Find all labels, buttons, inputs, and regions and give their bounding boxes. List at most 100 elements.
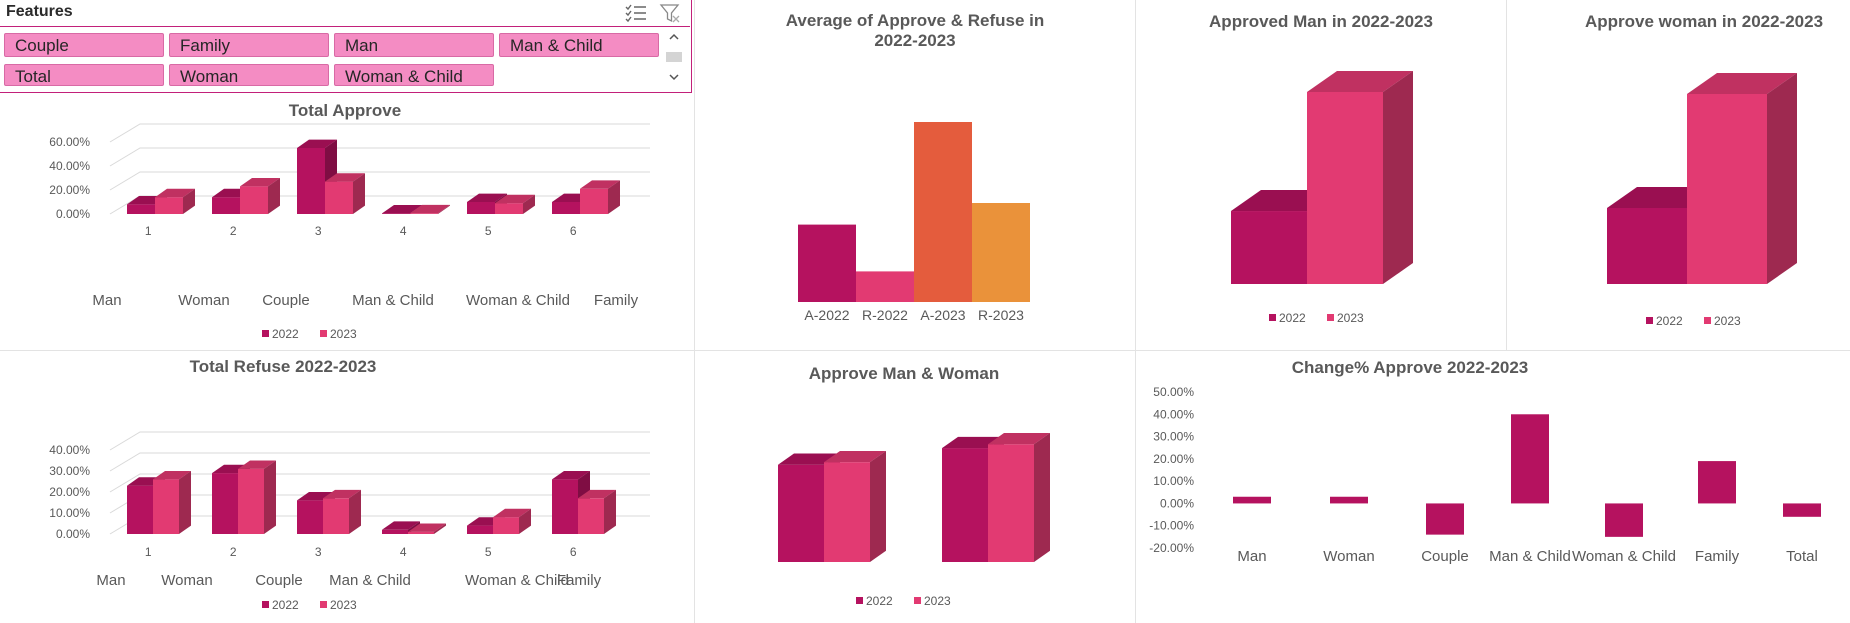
category-name: Woman bbox=[178, 292, 229, 309]
slicer-item-man-and-child[interactable]: Man & Child bbox=[499, 33, 659, 57]
legend-swatch-2022 bbox=[262, 601, 269, 608]
x-tick-label: 1 bbox=[145, 545, 152, 559]
y-tick-label: -20.00% bbox=[1149, 541, 1194, 555]
scroll-up-icon[interactable] bbox=[669, 33, 679, 40]
total-approve-chart: Total Approve 0.00% 20.00% 40.00% 60.00% 1 2 3 4… bbox=[49, 101, 650, 341]
chart-title: Approved Man in 2022-2023 bbox=[1209, 12, 1433, 31]
slicer-item-woman-and-child[interactable]: Woman & Child bbox=[334, 64, 494, 86]
approve-woman-chart: Approve woman in 2022-2023 2022 2023 bbox=[1585, 12, 1823, 328]
legend-label: 2023 bbox=[330, 598, 357, 612]
bar-2023 bbox=[410, 204, 450, 214]
bar-2023 bbox=[325, 173, 365, 214]
legend-swatch-2022 bbox=[1269, 314, 1276, 321]
category-name: Woman & Child bbox=[466, 292, 570, 309]
chart-title: Approve woman in 2022-2023 bbox=[1585, 12, 1823, 31]
panel-divider bbox=[694, 0, 695, 623]
category-name: Man bbox=[96, 572, 125, 589]
slicer-item-couple[interactable]: Couple bbox=[4, 33, 164, 57]
y-tick-label: 30.00% bbox=[1153, 430, 1194, 444]
legend-swatch-2023 bbox=[320, 601, 327, 608]
legend-label: 2023 bbox=[330, 327, 357, 341]
y-tick-label: 10.00% bbox=[49, 506, 90, 520]
legend-swatch-2023 bbox=[320, 330, 327, 337]
slicer-item-woman[interactable]: Woman bbox=[169, 64, 329, 86]
clear-filter-icon[interactable] bbox=[658, 2, 682, 24]
legend-swatch-2022 bbox=[1646, 317, 1653, 324]
y-tick-label: 0.00% bbox=[56, 207, 90, 221]
bar-Couple bbox=[1426, 503, 1464, 535]
bar-2023 bbox=[153, 471, 191, 534]
bar-2023 bbox=[824, 450, 886, 562]
bar-2023 bbox=[240, 178, 280, 214]
legend-swatch-2023 bbox=[1704, 317, 1711, 324]
x-tick-label: Couple bbox=[1421, 548, 1469, 565]
bar-2023 bbox=[238, 460, 276, 534]
category-name: Couple bbox=[255, 572, 303, 589]
bar-Man & Child bbox=[1511, 414, 1549, 504]
x-tick-label: 6 bbox=[570, 224, 577, 238]
category-name: Man bbox=[92, 292, 121, 309]
scroll-down-icon[interactable] bbox=[669, 74, 679, 81]
legend-label: 2022 bbox=[272, 327, 299, 341]
chart-title: Average of Approve & Refuse in 2022-2023 bbox=[786, 11, 1045, 50]
bar-Family bbox=[1698, 461, 1736, 504]
gridline bbox=[109, 431, 650, 451]
x-tick-label: Woman & Child bbox=[1572, 548, 1676, 565]
y-tick-label: 60.00% bbox=[49, 135, 90, 149]
legend-label: 2023 bbox=[1337, 311, 1364, 325]
category-name: Woman bbox=[161, 572, 212, 589]
x-tick-label: 4 bbox=[400, 545, 407, 559]
bar-2023 bbox=[155, 188, 195, 214]
y-tick-label: 40.00% bbox=[49, 159, 90, 173]
bar-2023 bbox=[323, 489, 361, 534]
bar-Man bbox=[1233, 496, 1271, 504]
chart-title: Total Refuse 2022-2023 bbox=[190, 357, 377, 376]
bar-2023 bbox=[408, 523, 446, 534]
bar-Woman bbox=[1330, 496, 1368, 504]
category-name: Couple bbox=[262, 292, 310, 309]
x-tick-label: R-2022 bbox=[862, 307, 908, 323]
slicer-item-family[interactable]: Family bbox=[169, 33, 329, 57]
y-tick-label: 50.00% bbox=[1153, 385, 1194, 399]
scroll-thumb[interactable] bbox=[666, 52, 682, 62]
x-tick-label: Woman bbox=[1323, 548, 1374, 565]
slicer-scrollbar[interactable] bbox=[664, 30, 684, 88]
y-tick-label: 40.00% bbox=[1153, 407, 1194, 421]
x-tick-label: Man bbox=[1237, 548, 1266, 565]
multi-select-icon[interactable] bbox=[624, 2, 648, 24]
x-tick-label: 3 bbox=[315, 545, 322, 559]
gridline bbox=[109, 147, 650, 167]
x-tick-label: Man & Child bbox=[1489, 548, 1571, 565]
average-approve-refuse-chart: Average of Approve & Refuse in 2022-2023 A… bbox=[786, 11, 1045, 323]
total-refuse-chart: Total Refuse 2022-2023 0.00% 10.00% 20.00% 3… bbox=[49, 357, 650, 612]
panel-divider bbox=[1506, 0, 1507, 350]
legend-label: 2022 bbox=[866, 594, 893, 608]
category-name: Family bbox=[557, 572, 602, 589]
x-tick-label: Family bbox=[1695, 548, 1740, 565]
category-name: Man & Child bbox=[352, 292, 434, 309]
y-tick-label: 0.00% bbox=[1160, 496, 1194, 510]
bar-2023 bbox=[493, 508, 531, 534]
bar-2023 bbox=[578, 489, 616, 534]
legend-label: 2022 bbox=[272, 598, 299, 612]
approve-man-woman-chart: Approve Man & Woman 2022 2023 bbox=[778, 364, 1050, 608]
y-tick-label: 0.00% bbox=[56, 527, 90, 541]
x-tick-label: A-2022 bbox=[804, 307, 849, 323]
y-tick-label: 20.00% bbox=[49, 183, 90, 197]
x-tick-label: 5 bbox=[485, 224, 492, 238]
x-tick-label: 3 bbox=[315, 224, 322, 238]
bar-2023 bbox=[580, 180, 620, 214]
category-name: Woman & Child bbox=[465, 572, 569, 589]
slicer-title: Features bbox=[6, 3, 73, 20]
gridline bbox=[109, 123, 650, 143]
x-tick-label: Total bbox=[1786, 548, 1818, 565]
slicer-item-total[interactable]: Total bbox=[4, 64, 164, 86]
x-tick-label: 1 bbox=[145, 224, 152, 238]
bar-2023 bbox=[988, 433, 1050, 562]
y-tick-label: 20.00% bbox=[1153, 452, 1194, 466]
chart-title: Change% Approve 2022-2023 bbox=[1292, 358, 1529, 377]
slicer-item-man[interactable]: Man bbox=[334, 33, 494, 57]
features-slicer: Features Couple Family Man Man & Child T… bbox=[0, 0, 692, 93]
legend-swatch-2022 bbox=[262, 330, 269, 337]
change-approve-chart: Change% Approve 2022-2023 -20.00% -10.00% 0… bbox=[1149, 358, 1821, 565]
